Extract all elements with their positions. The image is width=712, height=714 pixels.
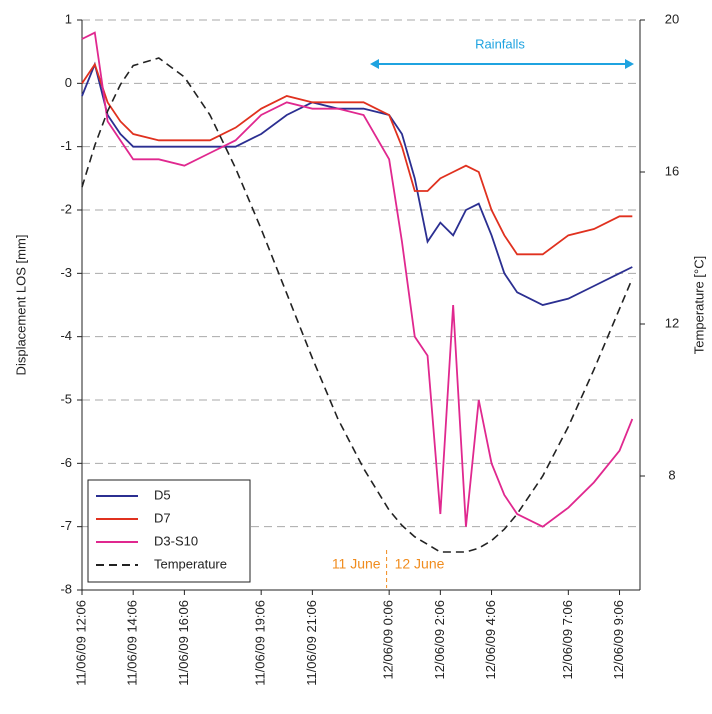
y2-tick-label: 12 [665, 315, 679, 330]
x-tick-label: 12/06/09 7:06 [560, 600, 575, 680]
x-tick-label: 11/06/09 21:06 [304, 600, 319, 686]
y-tick-label: -1 [60, 138, 72, 153]
y-tick-label: 0 [65, 75, 72, 90]
x-tick-label: 12/06/09 2:06 [432, 600, 447, 680]
x-tick-label: 11/06/09 16:06 [176, 600, 191, 686]
series-line [81, 31, 634, 528]
x-tick-label: 12/06/09 4:06 [483, 600, 498, 680]
x-tick-label: 11/06/09 19:06 [253, 600, 268, 686]
x-tick-label: 11/06/09 14:06 [125, 600, 140, 686]
legend-label: D5 [154, 487, 171, 502]
y-tick-label: -6 [60, 455, 72, 470]
y-tick-label: -5 [60, 391, 72, 406]
x-tick-label: 11/06/09 12:06 [73, 600, 88, 686]
annotation: 11 June [332, 556, 381, 572]
y-axis-title: Displacement LOS [mm] [13, 235, 28, 376]
series-line [81, 62, 633, 256]
legend-label: D7 [154, 510, 171, 525]
y-tick-label: -7 [60, 518, 72, 533]
y-tick-label: -3 [60, 265, 72, 280]
series-line [81, 61, 633, 306]
annotation: Rainfalls [475, 36, 525, 51]
annotation: 12 June [395, 556, 445, 572]
series-line [81, 57, 634, 553]
y2-tick-label: 16 [665, 163, 679, 178]
x-tick-label: 12/06/09 0:06 [381, 600, 396, 680]
y2-tick-label: 8 [668, 467, 675, 482]
y-tick-label: -8 [60, 581, 72, 596]
x-tick-label: 12/06/09 9:06 [611, 600, 626, 680]
legend-label: D3-S10 [154, 533, 198, 548]
y-tick-label: 1 [65, 11, 72, 26]
y2-tick-label: 20 [665, 11, 679, 26]
y-tick-label: -2 [60, 201, 72, 216]
y2-axis-title: Temperature [°C] [691, 256, 706, 354]
legend-label: Temperature [154, 556, 227, 571]
y-tick-label: -4 [60, 328, 72, 343]
